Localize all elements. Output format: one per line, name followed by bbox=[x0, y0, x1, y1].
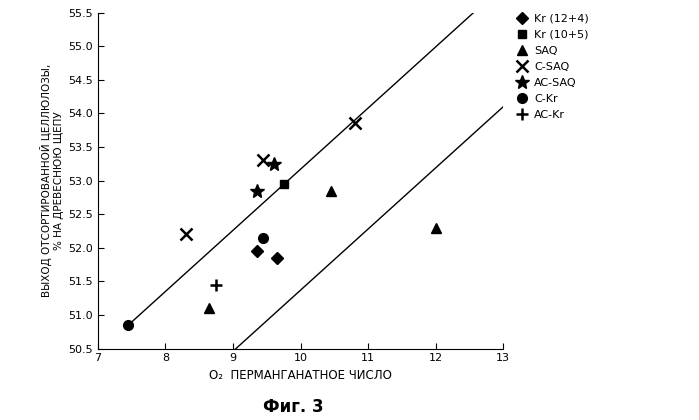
C-Kr bbox=[259, 235, 268, 240]
Legend: Kr (12+4), Kr (10+5), SAQ, C-SAQ, AC-SAQ, C-Kr, AC-Kr: Kr (12+4), Kr (10+5), SAQ, C-SAQ, AC-SAQ… bbox=[513, 11, 591, 123]
Kr (12+4) bbox=[273, 255, 281, 260]
SAQ bbox=[326, 188, 336, 193]
AC-SAQ bbox=[252, 188, 261, 193]
C-Kr bbox=[124, 323, 133, 328]
Line: C-SAQ: C-SAQ bbox=[180, 117, 361, 241]
Line: AC-SAQ: AC-SAQ bbox=[250, 157, 280, 198]
C-SAQ bbox=[259, 158, 268, 163]
Y-axis label: ВЫХОД ОТСОРТИРОВАННОЙ ЦЕЛЛЮЛОЗЫ,
% НА ДРЕВЕСНЮЮ ЩЕПУ: ВЫХОД ОТСОРТИРОВАННОЙ ЦЕЛЛЮЛОЗЫ, % НА ДР… bbox=[41, 64, 64, 297]
Line: SAQ: SAQ bbox=[205, 186, 440, 313]
X-axis label: O₂  ПЕРМАНГАНАТНОЕ ЧИСЛО: O₂ ПЕРМАНГАНАТНОЕ ЧИСЛО bbox=[209, 369, 392, 382]
SAQ bbox=[431, 225, 440, 230]
C-SAQ bbox=[350, 121, 359, 126]
AC-SAQ bbox=[269, 161, 278, 166]
SAQ bbox=[206, 306, 214, 311]
C-SAQ bbox=[182, 232, 190, 237]
Kr (12+4) bbox=[252, 249, 261, 254]
Line: Kr (12+4): Kr (12+4) bbox=[252, 247, 281, 262]
Text: Фиг. 3: Фиг. 3 bbox=[264, 398, 324, 416]
Line: C-Kr: C-Kr bbox=[124, 233, 268, 330]
